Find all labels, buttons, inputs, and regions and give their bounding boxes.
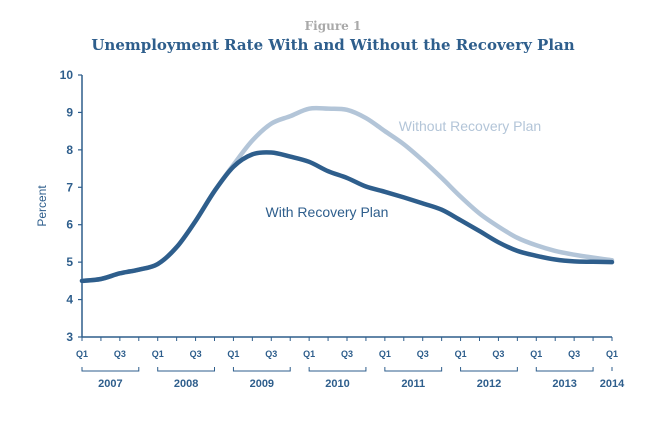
- year-label: 2009: [250, 378, 274, 390]
- quarter-tick-label: Q3: [265, 349, 277, 359]
- quarter-tick-label: Q3: [114, 349, 126, 359]
- year-label: 2014: [600, 378, 625, 390]
- y-tick-label: 3: [66, 330, 73, 344]
- y-tick-label: 6: [66, 218, 73, 232]
- chart-title: Unemployment Rate With and Without the R…: [91, 36, 574, 54]
- year-bracket: [81, 367, 140, 372]
- y-tick-label: 5: [66, 255, 73, 269]
- quarter-tick-label: Q3: [341, 349, 353, 359]
- year-label: 2012: [477, 378, 501, 390]
- quarter-tick-label: Q3: [568, 349, 580, 359]
- year-label: 2013: [552, 378, 576, 390]
- series-line-with-recovery: [79, 150, 615, 284]
- quarter-tick-label: Q3: [190, 349, 202, 359]
- axes: 3 4 5 6 7 8 9 10 Q1 Q3 Q1 Q3 Q1 Q3 Q1 Q3 Q1 Q3 Q1 Q3 Q1 Q3 Q1 2…: [60, 68, 625, 390]
- year-bracket: [460, 367, 518, 372]
- quarter-tick-label: Q1: [606, 349, 618, 359]
- figure-label: Figure 1: [305, 19, 362, 33]
- quarter-tick-label: Q3: [492, 349, 504, 359]
- quarter-tick-label: Q1: [303, 349, 315, 359]
- quarter-tick-label: Q1: [530, 349, 542, 359]
- quarter-tick-label: Q1: [227, 349, 239, 359]
- year-label: 2008: [174, 378, 198, 390]
- y-axis-label: Percent: [35, 185, 49, 227]
- year-bracket: [157, 367, 215, 372]
- y-tick-label: 10: [60, 68, 74, 82]
- series-label-without: Without Recovery Plan: [399, 118, 541, 134]
- year-label: 2010: [325, 378, 349, 390]
- series-lines: [79, 105, 615, 284]
- y-tick-label: 8: [66, 143, 73, 157]
- y-tick-label: 9: [66, 105, 73, 119]
- series-label-with: With Recovery Plan: [266, 204, 389, 220]
- year-bracket: [232, 367, 291, 372]
- quarter-tick-label: Q1: [152, 349, 164, 359]
- quarter-tick-label: Q3: [417, 349, 429, 359]
- year-label: 2011: [401, 378, 425, 390]
- year-bracket: [384, 367, 443, 372]
- quarter-tick-label: Q1: [455, 349, 467, 359]
- year-bracket: [535, 367, 594, 372]
- quarter-tick-label: Q1: [76, 349, 88, 359]
- quarter-tick-label: Q1: [379, 349, 391, 359]
- y-tick-label: 4: [66, 293, 73, 307]
- y-tick-label: 7: [66, 180, 73, 194]
- year-label: 2007: [98, 378, 122, 390]
- year-bracket: [308, 367, 367, 372]
